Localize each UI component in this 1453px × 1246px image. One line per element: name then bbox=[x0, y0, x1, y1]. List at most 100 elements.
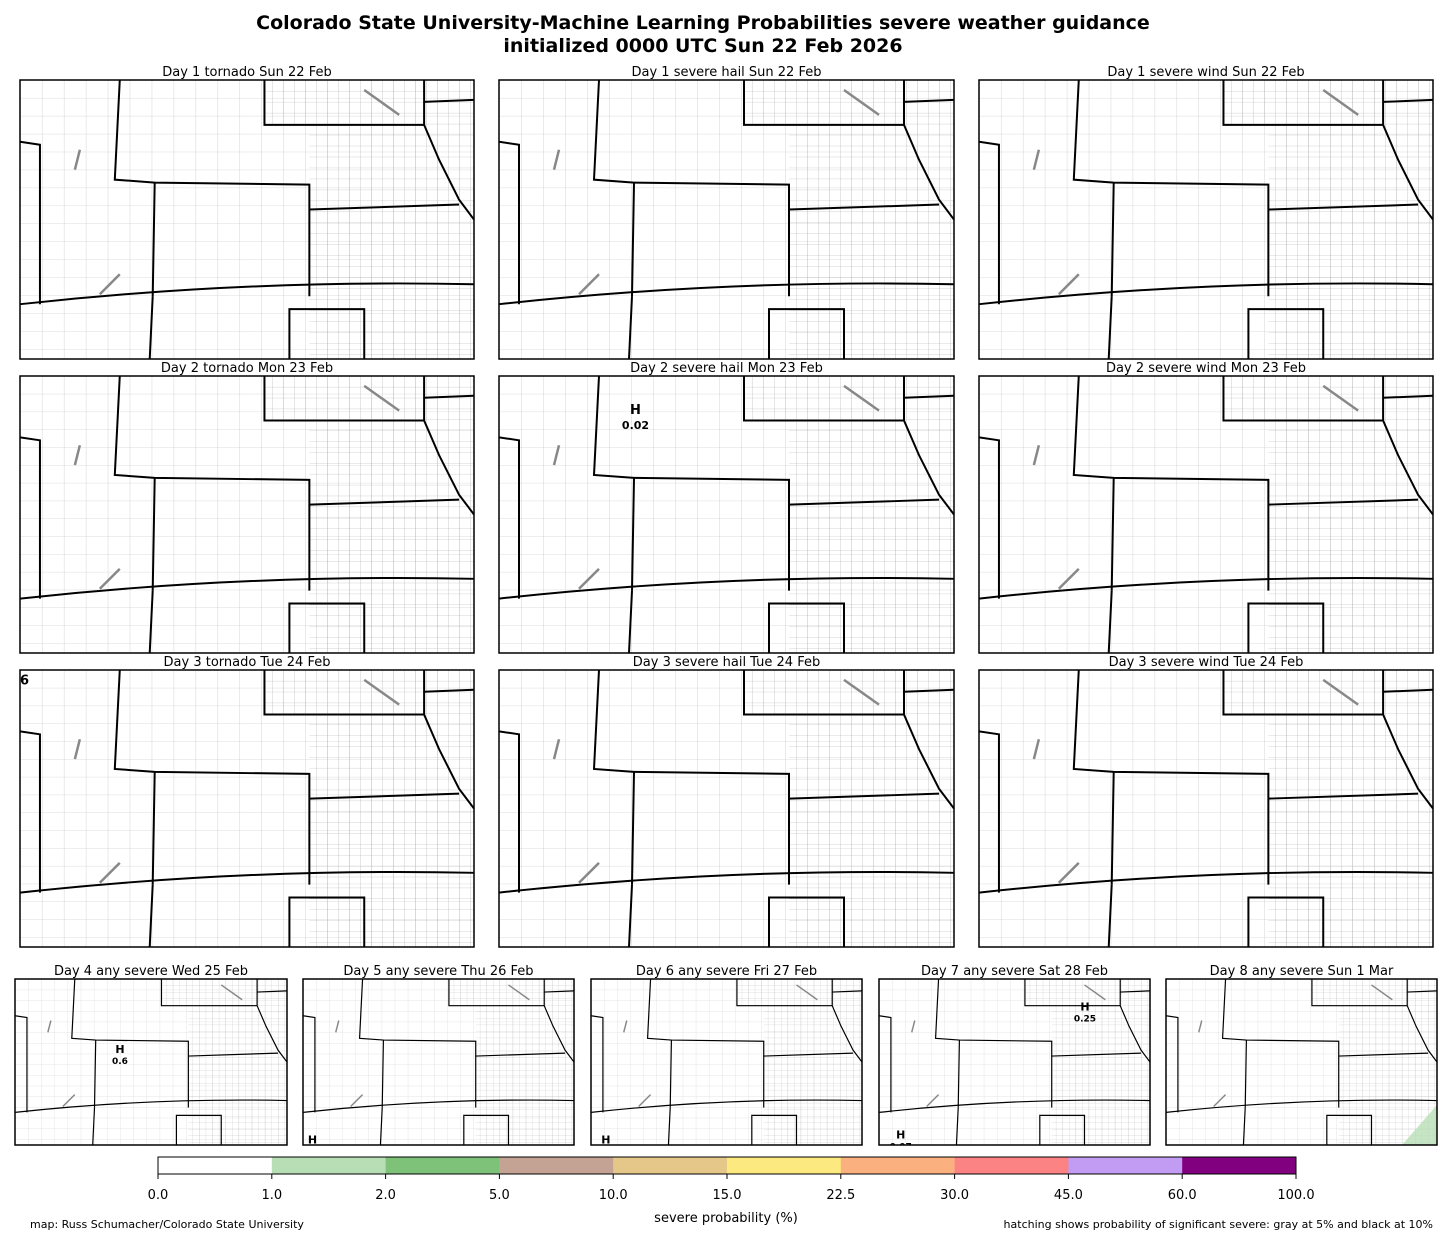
colorbar-tick-label: 60.0 bbox=[1168, 1188, 1197, 1203]
colorbar-tick-label: 100.0 bbox=[1277, 1188, 1314, 1203]
hatch bbox=[1402, 1105, 1437, 1145]
map bbox=[20, 670, 474, 947]
colorbar-segment bbox=[158, 1157, 273, 1174]
panel: Day 2 severe wind Mon 23 Feb bbox=[978, 361, 1434, 654]
footer-right: hatching shows probability of significan… bbox=[1004, 1218, 1433, 1231]
colorbar-label: severe probability (%) bbox=[654, 1211, 798, 1226]
panel: Day 3 severe wind Tue 24 Feb bbox=[978, 655, 1434, 948]
panel: H0.02 Day 2 severe hail Mon 23 Feb bbox=[498, 361, 955, 654]
panel: 6 Day 3 tornado Tue 24 Feb bbox=[19, 655, 475, 948]
map bbox=[979, 670, 1433, 947]
panel-title: Day 8 any severe Sun 1 Mar bbox=[1210, 964, 1394, 979]
colorbar-tick-label: 45.0 bbox=[1054, 1188, 1083, 1203]
panel-title: Day 7 any severe Sat 28 Feb bbox=[921, 964, 1108, 979]
panel-frame bbox=[978, 669, 1434, 948]
colorbar-tick-label: 22.5 bbox=[826, 1188, 855, 1203]
map-area: H bbox=[591, 979, 862, 1146]
colorbar-tick-label: 10.0 bbox=[599, 1188, 628, 1203]
colorbar-segment bbox=[1182, 1157, 1297, 1174]
map bbox=[499, 376, 954, 653]
map bbox=[879, 979, 1150, 1145]
panel-title: Day 6 any severe Fri 27 Feb bbox=[636, 964, 817, 979]
colorbar-tick-label: 2.0 bbox=[375, 1188, 396, 1203]
colorbar-segment bbox=[613, 1157, 728, 1174]
panel-frame bbox=[302, 978, 575, 1146]
map-area bbox=[979, 376, 1433, 653]
footer-left: map: Russ Schumacher/Colorado State Univ… bbox=[30, 1218, 304, 1231]
panel: Day 1 severe wind Sun 22 Feb bbox=[978, 65, 1434, 360]
panel-frame bbox=[878, 978, 1151, 1146]
colorbar-tick-label: 30.0 bbox=[940, 1188, 969, 1203]
map bbox=[499, 80, 954, 359]
panel-title: Day 2 tornado Mon 23 Feb bbox=[161, 361, 333, 376]
panel: Day 1 tornado Sun 22 Feb bbox=[19, 65, 475, 360]
map-area: H0.6 bbox=[15, 979, 287, 1145]
panel-title: Day 2 severe hail Mon 23 Feb bbox=[630, 361, 823, 376]
marker-label: H bbox=[115, 1043, 124, 1056]
panel: Day 2 tornado Mon 23 Feb bbox=[19, 361, 475, 654]
map-area bbox=[1166, 979, 1437, 1145]
marker-label: H bbox=[601, 1133, 610, 1146]
map-area: 6 bbox=[20, 670, 474, 947]
panel-frame bbox=[14, 978, 288, 1146]
panel-frame bbox=[498, 375, 955, 654]
panel: Day 1 severe hail Sun 22 Feb bbox=[498, 65, 955, 360]
colorbar-tick-label: 1.0 bbox=[261, 1188, 282, 1203]
panel-frame bbox=[19, 669, 475, 948]
map-area bbox=[499, 80, 954, 359]
panel-title: Day 1 tornado Sun 22 Feb bbox=[162, 65, 331, 80]
colorbar-segment bbox=[1068, 1157, 1183, 1174]
colorbar-segment bbox=[727, 1157, 842, 1174]
panel-frame bbox=[19, 79, 475, 360]
panel: Day 8 any severe Sun 1 Mar bbox=[1165, 964, 1438, 1146]
colorbar-tick-label: 15.0 bbox=[713, 1188, 742, 1203]
panel-title: Day 2 severe wind Mon 23 Feb bbox=[1106, 361, 1306, 376]
panel-frame bbox=[590, 978, 863, 1146]
marker-label: H bbox=[896, 1128, 905, 1141]
map bbox=[15, 979, 287, 1145]
panel-frame bbox=[978, 375, 1434, 654]
map bbox=[1166, 979, 1437, 1145]
map bbox=[20, 80, 474, 359]
panel-title: Day 1 severe hail Sun 22 Feb bbox=[632, 65, 822, 80]
panel-title: Day 4 any severe Wed 25 Feb bbox=[54, 964, 248, 979]
subtitle: initialized 0000 UTC Sun 22 Feb 2026 bbox=[503, 35, 902, 57]
map-area bbox=[499, 670, 954, 947]
marker-label: H bbox=[1080, 1001, 1089, 1014]
panel-title: Day 3 severe hail Tue 24 Feb bbox=[633, 655, 820, 670]
marker-label: H bbox=[630, 403, 641, 418]
map-area bbox=[20, 376, 474, 653]
map-area bbox=[20, 80, 474, 359]
panel-frame bbox=[1165, 978, 1438, 1146]
panel-frame bbox=[978, 79, 1434, 360]
marker-label: H bbox=[308, 1133, 317, 1146]
panel-frame bbox=[19, 375, 475, 654]
map bbox=[499, 670, 954, 947]
colorbar-segment bbox=[499, 1157, 614, 1174]
panel: Day 3 severe hail Tue 24 Feb bbox=[498, 655, 955, 948]
colorbar-segment bbox=[954, 1157, 1069, 1174]
marker-value: 0.6 bbox=[112, 1057, 128, 1067]
map-area bbox=[979, 80, 1433, 359]
colorbar-segment bbox=[385, 1157, 500, 1174]
map bbox=[979, 376, 1433, 653]
map bbox=[591, 979, 862, 1145]
map-area: H bbox=[303, 979, 574, 1146]
marker-value: 0.02 bbox=[622, 419, 649, 432]
map bbox=[303, 979, 574, 1145]
panel-title: Day 3 tornado Tue 24 Feb bbox=[164, 655, 331, 670]
panel-title: Day 5 any severe Thu 26 Feb bbox=[343, 964, 533, 979]
marker-label: 6 bbox=[20, 674, 29, 689]
colorbar-segment bbox=[840, 1157, 956, 1174]
marker-value: 0.25 bbox=[1074, 1015, 1096, 1025]
panel-title: Day 1 severe wind Sun 22 Feb bbox=[1107, 65, 1304, 80]
map bbox=[979, 80, 1433, 359]
map bbox=[20, 376, 474, 653]
colorbar-tick-label: 5.0 bbox=[489, 1188, 510, 1203]
title: Colorado State University-Machine Learni… bbox=[256, 12, 1150, 34]
panel-frame bbox=[498, 79, 955, 360]
